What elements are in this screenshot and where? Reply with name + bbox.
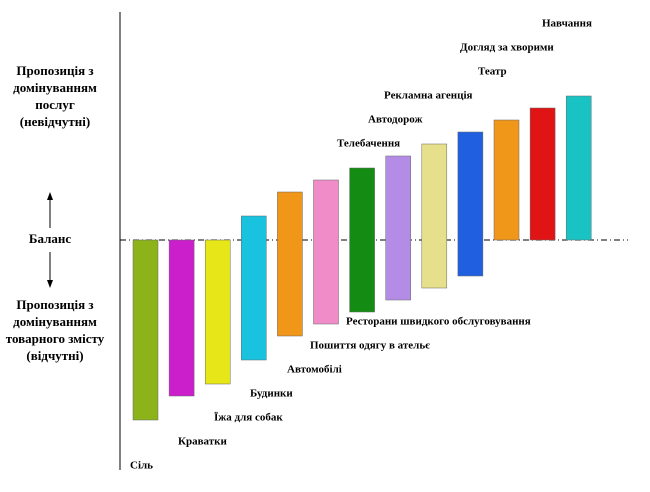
bar [493,119,520,241]
bar-label: Будинки [250,388,293,400]
bar-label: Пошиття одягу в ательє [310,340,430,352]
upper-label: Пропозиція з домінуванням послуг (невідчутн… [13,63,97,129]
bar [529,107,556,241]
bar [241,215,267,361]
bar [421,143,448,289]
balance-label: Баланс [29,231,71,246]
bar-label: Краватки [178,436,227,448]
bar-label: Автомобілі [287,364,342,376]
bar [349,167,375,313]
arrow-down-head [47,280,53,288]
bar [385,155,411,301]
bar [565,95,592,241]
bar [277,191,303,337]
bar-label: Телебачення [337,138,400,150]
bar [457,131,484,277]
lower-label: Пропозиція з домінуванням товарного змісту… [6,297,105,363]
bar [132,239,159,421]
bar [204,239,231,385]
bar-label: Ресторани швидкого обслуговування [346,316,531,328]
bar-label: Рекламна агенція [384,90,473,102]
bar-label: Їжа для собак [214,411,283,424]
bar [168,239,195,397]
bar-label: Сіль [130,460,153,472]
bar-label: Навчання [542,18,592,30]
bar-label: Догляд за хворими [460,42,554,54]
arrow-up-head [47,192,53,200]
bar-label: Театр [478,66,507,78]
bar [313,179,339,325]
bar-label: Автодорож [368,114,422,126]
